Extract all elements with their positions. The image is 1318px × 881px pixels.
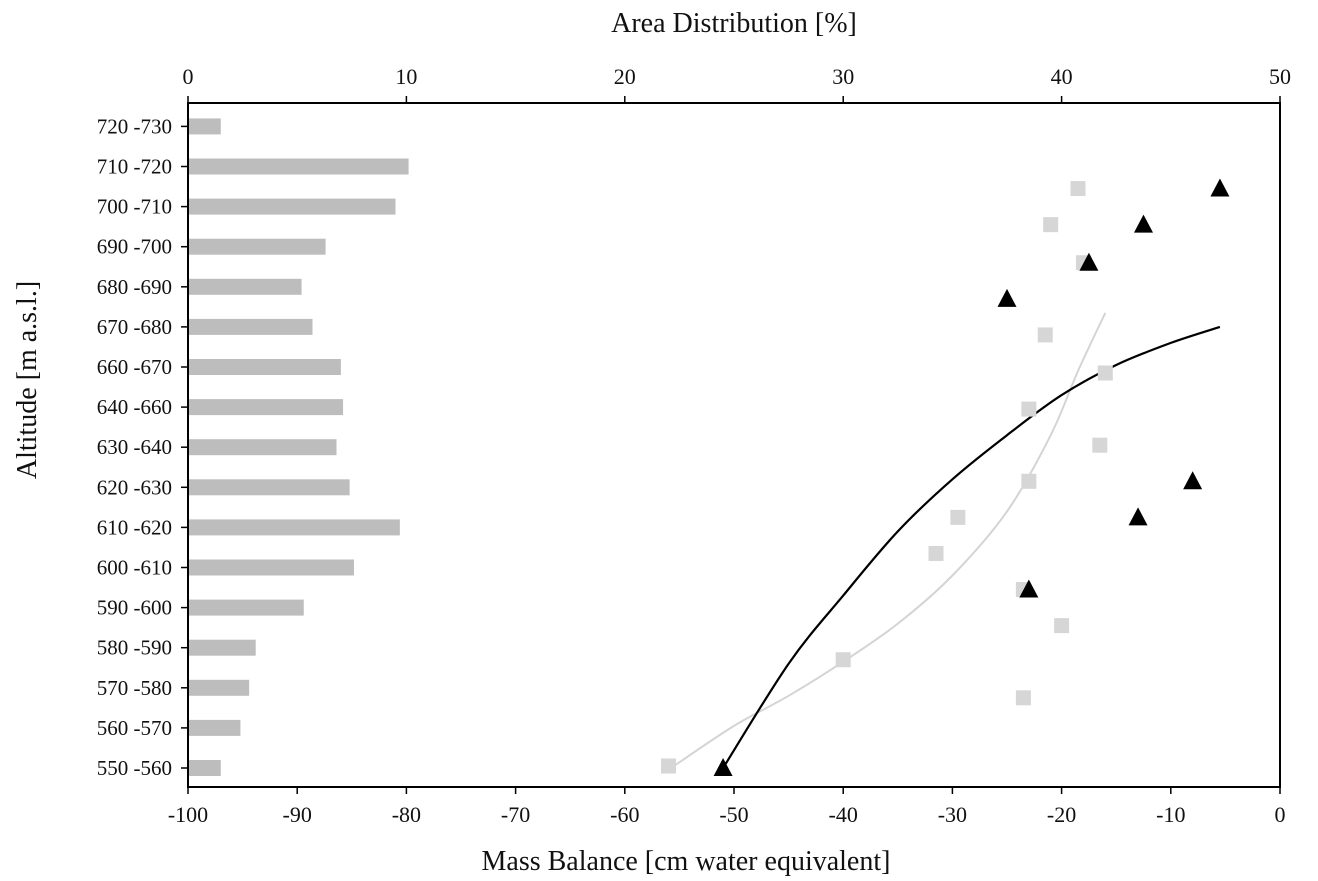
square-marker — [1054, 618, 1070, 634]
area-bar — [189, 479, 350, 496]
area-bar — [189, 318, 313, 335]
area-bar — [189, 399, 344, 416]
area-bar — [189, 278, 302, 295]
bottom-tick-label: -10 — [1156, 802, 1185, 827]
area-bar — [189, 599, 304, 616]
y-tick-label: 700 -710 — [97, 195, 172, 219]
square-marker — [1070, 181, 1086, 197]
square-marker — [1037, 327, 1053, 343]
area-bar — [189, 519, 400, 536]
square-marker — [1015, 690, 1031, 706]
square-marker — [1021, 401, 1037, 417]
y-tick-label: 720 -730 — [97, 114, 172, 138]
y-tick-label: 690 -700 — [97, 235, 172, 259]
bottom-tick-label: -80 — [392, 802, 421, 827]
triangle-marker — [1134, 214, 1153, 233]
top-tick-label: 10 — [395, 64, 417, 89]
triangle-marker — [997, 288, 1017, 307]
square-marker — [950, 509, 966, 525]
bottom-axis-ticks: -100 -90 -80 -70 -60 -50 -40 -30 -20 -10 0 — [168, 787, 1286, 827]
y-tick-label: 680 -690 — [97, 275, 172, 299]
top-axis-ticks: 0 10 20 30 40 50 — [183, 64, 1291, 103]
bottom-tick-label: -30 — [938, 802, 967, 827]
y-tick-label: 610 -620 — [97, 515, 172, 539]
area-bar — [189, 439, 337, 456]
area-bar — [189, 719, 241, 736]
top-tick-label: 30 — [832, 64, 854, 89]
y-tick-label: 710 -720 — [97, 155, 172, 179]
square-marker — [1021, 473, 1037, 489]
area-bar — [189, 679, 250, 696]
bottom-tick-label: -90 — [283, 802, 312, 827]
square-marker — [1097, 365, 1113, 381]
black-fit-curve — [722, 325, 1221, 769]
square-markers — [660, 181, 1113, 774]
square-marker — [835, 652, 851, 668]
y-tick-label: 600 -610 — [97, 556, 172, 580]
top-axis-title: Area Distribution [%] — [611, 8, 857, 39]
fit-curves — [673, 312, 1221, 769]
area-bar — [189, 238, 326, 255]
y-tick-label: 620 -630 — [97, 475, 172, 499]
square-marker — [928, 545, 944, 561]
area-bar — [189, 158, 409, 175]
area-bar — [189, 760, 221, 776]
y-tick-label: 560 -570 — [97, 716, 172, 740]
y-tick-label: 580 -590 — [97, 636, 172, 660]
bottom-axis-title: Mass Balance [cm water equivalent] — [482, 846, 891, 877]
gray-fit-curve — [673, 312, 1107, 767]
area-bar — [189, 359, 341, 375]
bottom-tick-label: -50 — [719, 802, 748, 827]
y-tick-label: 660 -670 — [97, 355, 172, 379]
y-tick-label: 640 -660 — [97, 395, 172, 419]
triangle-marker — [1079, 252, 1099, 271]
y-tick-label: 550 -560 — [97, 756, 172, 780]
bottom-tick-label: -60 — [610, 802, 639, 827]
y-tick-label: 590 -600 — [97, 596, 172, 620]
area-bar — [189, 639, 256, 656]
square-marker — [1092, 437, 1108, 453]
y-axis-ticks: 550 -560 560 -570 570 -580 580 -590 590 -600… — [97, 114, 188, 780]
y-tick-label: 630 -640 — [97, 435, 172, 459]
top-tick-label: 0 — [183, 64, 194, 89]
square-marker — [660, 758, 676, 774]
triangle-marker — [1210, 178, 1230, 197]
top-tick-label: 20 — [614, 64, 636, 89]
triangle-marker — [1183, 471, 1203, 490]
triangle-marker — [1019, 579, 1039, 598]
y-tick-label: 670 -680 — [97, 315, 172, 339]
top-tick-label: 50 — [1269, 64, 1291, 89]
bottom-tick-label: -100 — [168, 802, 208, 827]
area-bars — [189, 118, 409, 776]
triangle-markers — [713, 178, 1230, 776]
bottom-tick-label: 0 — [1275, 802, 1286, 827]
triangle-marker — [1128, 507, 1148, 526]
top-tick-label: 40 — [1051, 64, 1073, 89]
bottom-tick-label: -20 — [1047, 802, 1076, 827]
y-axis-title: Altitude [m a.s.l.] — [12, 281, 43, 479]
y-tick-label: 570 -580 — [97, 676, 172, 700]
bottom-tick-label: -40 — [829, 802, 858, 827]
square-marker — [1043, 217, 1059, 233]
bottom-tick-label: -70 — [501, 802, 530, 827]
area-bar — [189, 118, 221, 135]
triangle-marker — [713, 758, 733, 776]
area-bar — [189, 198, 396, 215]
area-bar — [189, 559, 354, 576]
